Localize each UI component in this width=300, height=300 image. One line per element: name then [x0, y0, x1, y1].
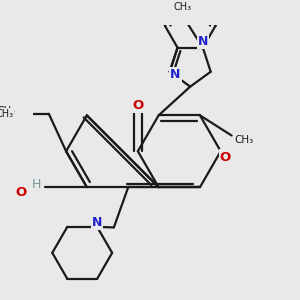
Text: N: N — [198, 35, 208, 48]
Text: CH₃: CH₃ — [174, 2, 192, 12]
Text: CH₂: CH₂ — [0, 106, 16, 116]
Text: CH₃: CH₃ — [0, 109, 14, 119]
Text: N: N — [170, 68, 181, 81]
Text: CH₃: CH₃ — [235, 135, 254, 145]
Text: H: H — [32, 178, 41, 191]
Text: O: O — [220, 151, 231, 164]
Text: O: O — [132, 99, 143, 112]
Text: O: O — [16, 186, 27, 200]
Text: N: N — [92, 216, 102, 229]
